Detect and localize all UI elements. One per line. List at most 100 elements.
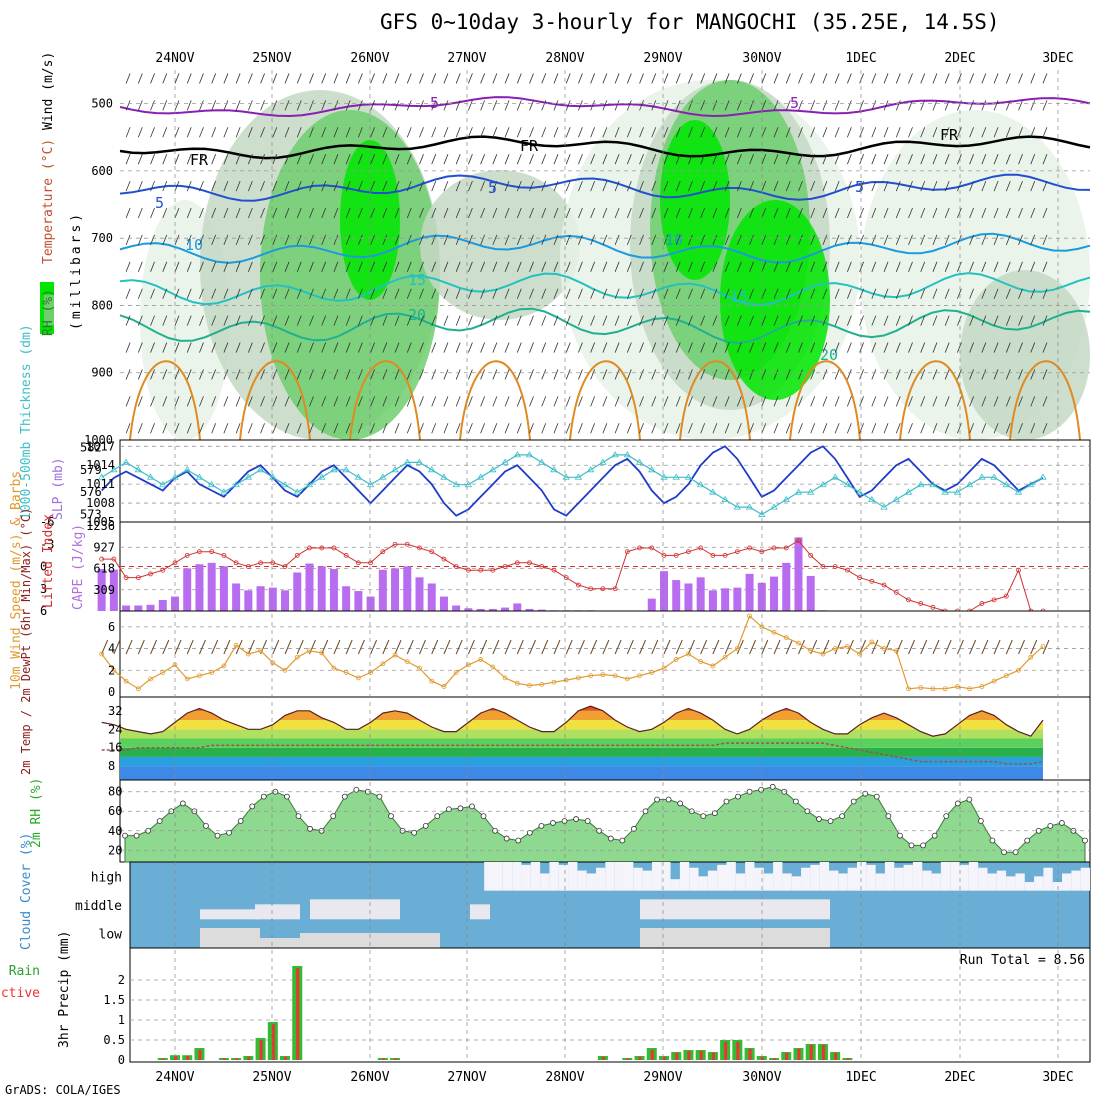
wind-barb (284, 288, 290, 299)
rh2m-marker (839, 813, 846, 820)
rh2m-marker (873, 793, 880, 800)
wind-barb (174, 342, 180, 353)
wind-barb (541, 100, 547, 111)
wind-barb (260, 315, 265, 326)
pressure-tick-label: 700 (91, 231, 113, 245)
date-label-bottom: 2DEC (944, 1070, 975, 1085)
wind-barb (1042, 396, 1048, 407)
wind-barb (345, 423, 351, 434)
temperature-contour (119, 307, 1091, 345)
wind-barb (321, 396, 327, 407)
thickness-marker (880, 503, 888, 510)
wind-barb (969, 315, 974, 326)
wind-barb (516, 73, 522, 84)
cloud-high-bar (810, 864, 820, 891)
wind-barb (590, 288, 596, 299)
thickness-marker (990, 473, 998, 480)
wind-barb (736, 288, 742, 299)
rh-shade-region (960, 270, 1090, 440)
wind-marker (270, 660, 276, 666)
wind-barb (1030, 423, 1036, 434)
rh2m-tick-label: 20 (108, 843, 122, 857)
wind-barb (700, 261, 706, 272)
pressure-tick-label: 600 (91, 164, 113, 178)
cloud-high-bar (698, 876, 708, 891)
wind-barb-10m (137, 639, 145, 655)
contour-label: 5 (855, 178, 864, 196)
wind-barb (358, 154, 363, 165)
wind-barb (394, 207, 400, 219)
wind-barb (541, 315, 547, 326)
thickness-marker (97, 473, 106, 480)
thickness-marker (464, 480, 473, 488)
cape-bar (268, 587, 277, 611)
wind-barb (468, 207, 473, 219)
wind-barb (578, 288, 583, 299)
wind-barb (675, 261, 681, 272)
cape-bar (122, 605, 131, 611)
cape-bar (757, 582, 766, 611)
thickness-marker (293, 488, 301, 495)
wind-barb (553, 234, 559, 246)
wind-marker (197, 673, 202, 679)
cloud-high-bar (782, 873, 792, 891)
wind-barb-10m (394, 639, 402, 655)
date-label-top: 28NOV (545, 51, 584, 66)
wind-barb-10m (357, 639, 365, 655)
wind-marker (99, 651, 105, 657)
wind-barb (602, 261, 608, 272)
wind-barb (162, 73, 168, 84)
wind-barb (1005, 396, 1011, 407)
wind-barb-10m (455, 639, 463, 655)
wind-barb (443, 423, 449, 434)
wind-barb (578, 342, 583, 353)
wind-barb (847, 342, 852, 353)
wind-barb (443, 127, 449, 138)
wind-barb (382, 73, 388, 84)
wind-barb (639, 369, 644, 380)
wind-barb-10m (724, 639, 732, 655)
cape-tick-label: 309 (93, 583, 115, 597)
wind-barb (675, 73, 681, 84)
wind-marker (319, 650, 325, 656)
wind-barb (321, 154, 327, 165)
wind-barb (504, 288, 510, 299)
wind-barb (137, 261, 143, 272)
wind-barb (468, 127, 473, 138)
precip-conv-bar (284, 1056, 288, 1060)
wind-barb (1005, 73, 1011, 84)
precip-conv-bar (821, 1044, 825, 1060)
wind-barb (920, 342, 926, 353)
li-marker (624, 549, 630, 555)
wind-barb (480, 207, 485, 219)
wind-barb (406, 423, 412, 434)
cloud-high-bar (968, 862, 979, 891)
cape-bar (305, 563, 314, 611)
wind-barb (712, 180, 718, 192)
wind-barb (688, 100, 693, 111)
rh2m-axis-label: 2m RH (%) (29, 778, 44, 848)
wind-barb (651, 180, 657, 192)
wind-barb (626, 288, 632, 299)
rh2m-marker (561, 818, 568, 824)
wind-barb (235, 234, 241, 246)
wind-barb (639, 288, 644, 299)
rh2m-marker (827, 818, 834, 824)
wind-barb (1005, 207, 1011, 219)
wind-barb (675, 207, 681, 219)
wind-barb (736, 180, 742, 192)
wind-barb (932, 396, 938, 407)
wind-barb (394, 315, 400, 326)
wind-barb-10m (846, 639, 854, 655)
wind-barb (895, 288, 901, 299)
cloud-axis-label: Cloud Cover (%) (19, 833, 34, 950)
wind-barb (590, 154, 596, 165)
wind-barb (1030, 127, 1036, 138)
rh2m-marker (816, 816, 822, 822)
wind-barb (272, 288, 278, 299)
cloud-high-bar (866, 864, 876, 891)
wind-barb (785, 127, 791, 138)
wind-barb (492, 180, 498, 192)
wind-barb (626, 73, 632, 84)
wind-barb (174, 369, 180, 380)
